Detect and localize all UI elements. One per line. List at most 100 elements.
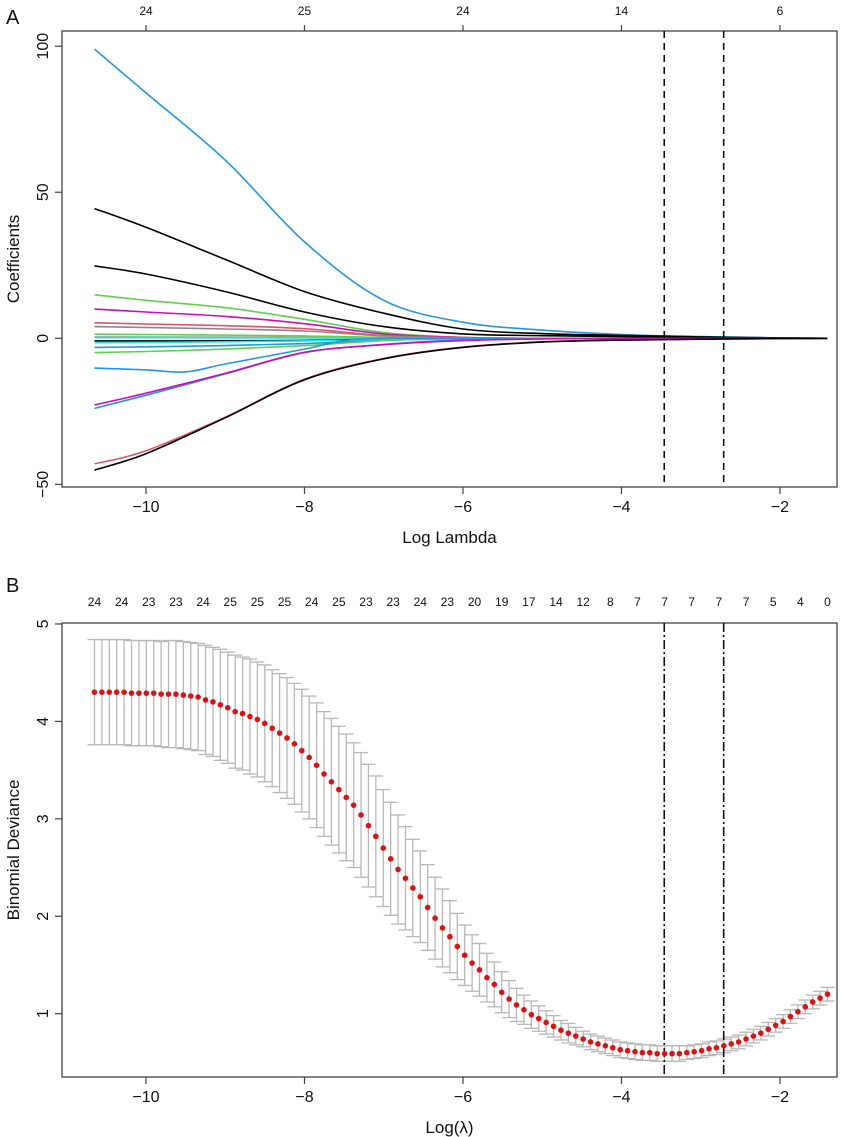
deviance-point xyxy=(580,1036,586,1042)
nonzero-count-label: 25 xyxy=(332,595,346,609)
deviance-point xyxy=(550,1023,557,1030)
deviance-point xyxy=(158,691,164,697)
deviance-point xyxy=(99,689,105,695)
deviance-point xyxy=(521,1006,527,1013)
nonzero-count-label: 17 xyxy=(522,595,536,609)
coefficient-path xyxy=(94,337,828,471)
y-tick-label: 50 xyxy=(35,183,52,201)
deviance-point xyxy=(402,875,409,882)
deviance-point xyxy=(395,866,401,873)
deviance-point xyxy=(476,967,483,973)
deviance-point xyxy=(484,974,490,981)
panel-label-b: B xyxy=(6,575,19,597)
deviance-point xyxy=(217,702,224,708)
deviance-point xyxy=(824,991,831,997)
deviance-point xyxy=(639,1049,646,1056)
deviance-point xyxy=(758,1030,764,1036)
deviance-point xyxy=(247,713,253,720)
deviance-point xyxy=(239,710,246,717)
deviance-point xyxy=(121,689,127,695)
deviance-point xyxy=(661,1050,668,1057)
x-tick-label: −4 xyxy=(612,1089,630,1106)
nonzero-count-label: 23 xyxy=(169,595,183,609)
x-tick-label: −4 xyxy=(612,499,630,516)
deviance-point xyxy=(358,812,364,818)
top-axis-label: 25 xyxy=(298,4,312,18)
coefficient-path xyxy=(93,48,828,340)
coefficient-path xyxy=(94,265,828,340)
y-axis-title: Coefficients xyxy=(4,215,23,304)
deviance-point xyxy=(373,833,379,840)
deviance-point xyxy=(787,1013,794,1020)
deviance-point xyxy=(513,1002,520,1008)
deviance-point xyxy=(306,754,313,761)
coefficient-path xyxy=(94,337,828,410)
coefficient-path xyxy=(94,294,828,340)
nonzero-count-label: 19 xyxy=(495,595,509,609)
deviance-point xyxy=(202,697,209,703)
deviance-point xyxy=(698,1047,705,1054)
deviance-point xyxy=(343,794,350,801)
deviance-point xyxy=(417,893,424,900)
deviance-point xyxy=(587,1039,594,1045)
deviance-point xyxy=(543,1019,549,1026)
deviance-point xyxy=(165,691,172,697)
deviance-point xyxy=(387,855,394,862)
y-tick-label: 4 xyxy=(35,717,52,726)
nonzero-count-label: 4 xyxy=(797,595,804,609)
deviance-point xyxy=(128,690,135,696)
nonzero-count-label: 24 xyxy=(414,595,428,609)
coefficient-paths xyxy=(93,48,828,471)
deviance-point xyxy=(809,999,816,1005)
deviance-point xyxy=(535,1015,542,1022)
x-axis-title: Log Lambda xyxy=(402,528,497,547)
coefficient-path xyxy=(94,337,828,373)
nonzero-count-label: 5 xyxy=(770,595,777,609)
nonzero-count-label: 23 xyxy=(142,595,156,609)
deviance-point xyxy=(558,1027,564,1034)
y-tick-label: 100 xyxy=(35,33,52,60)
deviance-point xyxy=(291,741,298,747)
deviance-point xyxy=(624,1047,631,1054)
deviance-point xyxy=(609,1044,616,1051)
x-tick-label: −8 xyxy=(295,1089,313,1106)
deviance-point xyxy=(461,952,468,959)
deviance-point xyxy=(469,960,475,966)
deviance-point xyxy=(410,885,416,891)
deviance-point xyxy=(150,690,157,696)
deviance-point xyxy=(143,690,150,696)
deviance-point xyxy=(728,1041,735,1047)
deviance-point xyxy=(173,691,179,697)
deviance-point xyxy=(817,995,823,1001)
deviance-point xyxy=(528,1011,535,1018)
x-axis-title: Log(λ) xyxy=(425,1118,473,1137)
deviance-point xyxy=(632,1048,638,1055)
deviance-point xyxy=(750,1033,757,1039)
deviance-point xyxy=(691,1048,698,1055)
deviance-point xyxy=(439,925,446,931)
deviance-point xyxy=(617,1046,623,1053)
deviance-point xyxy=(328,779,335,785)
deviance-point xyxy=(491,981,498,988)
deviance-point xyxy=(498,989,505,996)
deviance-point xyxy=(676,1050,683,1057)
nonzero-count-label: 7 xyxy=(661,595,668,609)
deviance-point xyxy=(313,762,320,769)
plot-frame xyxy=(61,30,838,488)
deviance-point xyxy=(654,1050,660,1057)
deviance-point xyxy=(187,693,194,699)
top-axis-label: 14 xyxy=(615,4,629,18)
deviance-point xyxy=(572,1033,579,1039)
y-tick-label: 5 xyxy=(35,619,52,628)
deviance-point xyxy=(646,1049,653,1056)
deviance-point xyxy=(565,1030,572,1036)
deviance-point xyxy=(721,1043,727,1049)
nonzero-count-label: 25 xyxy=(224,595,238,609)
nonzero-count-label: 8 xyxy=(607,595,614,609)
x-tick-label: −10 xyxy=(132,1089,159,1106)
nonzero-count-label: 25 xyxy=(251,595,265,609)
nonzero-count-label: 24 xyxy=(196,595,210,609)
nonzero-count-label: 24 xyxy=(115,595,129,609)
y-tick-label: 0 xyxy=(35,334,52,343)
